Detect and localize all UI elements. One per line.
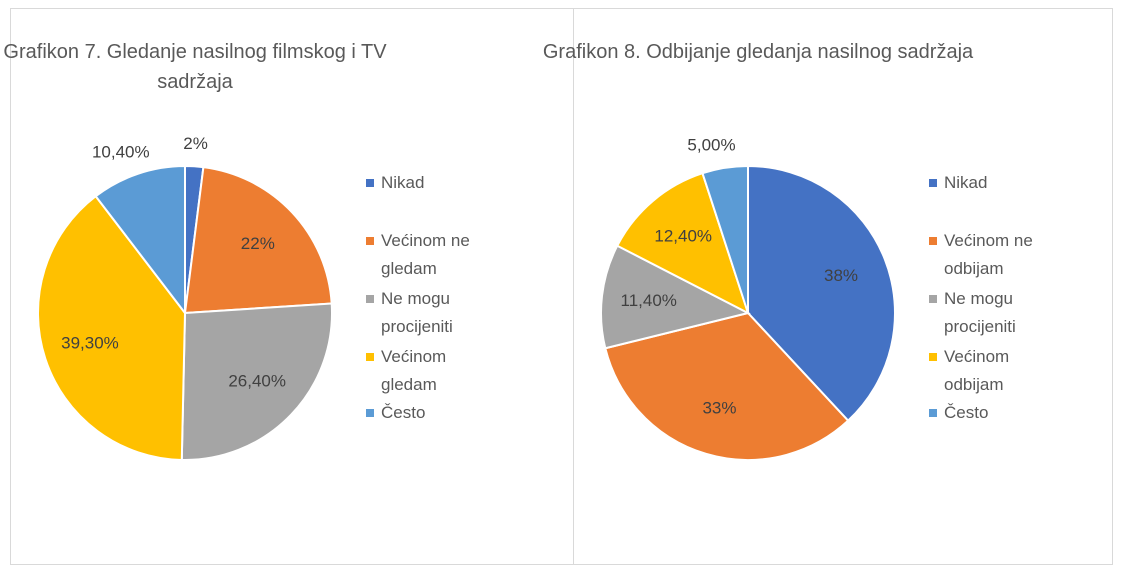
legend-label: Često (944, 403, 989, 422)
data-label: 11,40% (621, 291, 677, 310)
data-label: 5,00% (687, 136, 735, 155)
pie-slice (604, 311, 850, 461)
pie-slice (183, 166, 333, 315)
pie-slice (615, 171, 750, 316)
legend-label: Često (381, 403, 426, 422)
pie-slice (180, 302, 333, 461)
legend-swatch (366, 237, 374, 245)
data-label: 26,40% (228, 372, 286, 391)
pie-slice (747, 164, 897, 423)
pie: 2% 22% 26,40% 39,30% 10,40% (37, 134, 333, 461)
legend-item: Često (929, 399, 1069, 427)
legend-label: Većinom odbijam (944, 347, 1010, 394)
chart-panel: Grafikon 7. Gledanje nasilnog filmskog i… (3, 8, 574, 565)
legend-swatch (366, 179, 374, 187)
legend-label: Većinom ne gledam (381, 231, 470, 278)
legend-swatch (929, 179, 937, 187)
legend-label: Nikad (381, 173, 425, 192)
legend-item: Ne mogu procijeniti (366, 285, 506, 341)
legend-label: Ne mogu procijeniti (381, 289, 453, 336)
chart-title: Grafikon 7. Gledanje nasilnog filmskog i… (3, 41, 387, 93)
legend-item: Ne mogu procijeniti (929, 285, 1069, 341)
data-label: 12,40% (654, 226, 712, 245)
chart-title: Grafikon 8. Odbijanje gledanja nasilnog … (542, 41, 974, 63)
legend-item: Većinom odbijam (929, 343, 1069, 399)
pie: 38% 33% 11,40% 12,40% 5,00% (600, 136, 897, 461)
legend-item: Većinom ne gledam (366, 227, 506, 283)
legend-item: Nikad (929, 169, 1069, 197)
legend-label: Nikad (944, 173, 988, 192)
pie-slice (701, 164, 749, 314)
legend-label: Većinom ne odbijam (944, 231, 1033, 278)
data-label: 2% (183, 134, 208, 153)
data-label: 10,40% (92, 142, 150, 161)
legend-swatch (929, 295, 937, 303)
legend-label: Ne mogu procijeniti (944, 289, 1016, 336)
legend-swatch (366, 409, 374, 417)
pie-slice (94, 164, 186, 316)
legend-item: Većinom ne odbijam (929, 227, 1069, 283)
data-label: 39,30% (61, 333, 119, 352)
data-label: 33% (702, 398, 736, 417)
chart-panel: Grafikon 8. Odbijanje gledanja nasilnog … (543, 8, 1113, 565)
data-label: 22% (241, 234, 275, 253)
legend-swatch (929, 409, 937, 417)
legend-swatch (366, 295, 374, 303)
pie-slice (600, 244, 751, 350)
legend-swatch (929, 353, 937, 361)
legend-item: Većinom gledam (366, 343, 506, 399)
legend-swatch (929, 237, 937, 245)
legend-swatch (366, 353, 374, 361)
pie-slice (37, 194, 187, 461)
legend-label: Većinom gledam (381, 347, 447, 394)
legend-item: Nikad (366, 169, 506, 197)
data-label: 38% (824, 266, 858, 285)
legend-item: Često (366, 399, 506, 427)
